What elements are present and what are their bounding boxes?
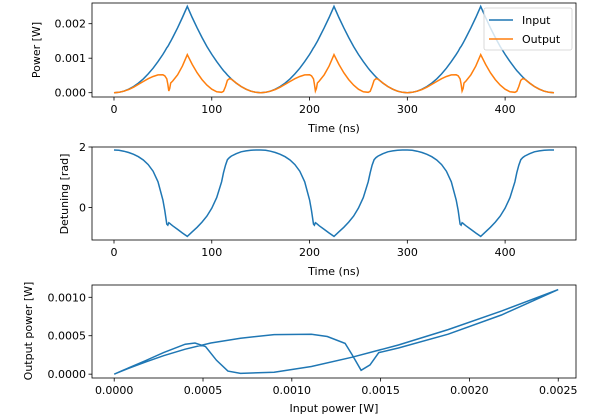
x-tick-label: 0.0010 <box>273 384 312 397</box>
series-detuning-line <box>113 149 554 238</box>
x-tick-label: 0.0020 <box>450 384 489 397</box>
legend-input-label: Input <box>522 14 551 27</box>
legend: Input Output <box>483 7 573 51</box>
x-tick-label: 0.0025 <box>539 384 578 397</box>
x-tick-label: 0 <box>111 246 118 259</box>
x-tick-label: 200 <box>299 103 320 116</box>
y-tick-label: 0.0000 <box>48 368 87 381</box>
y-tick-label: 0 <box>79 202 86 215</box>
x-tick-label: 0.0000 <box>95 384 134 397</box>
axes-detuning-vs-time: 0 100 200 300 400 0 2 <box>79 141 577 259</box>
series-output-line <box>113 52 555 94</box>
x-tick-label: 300 <box>397 246 418 259</box>
ax1-ylabel: Power [W] <box>30 22 43 78</box>
x-tick-label: 0.0015 <box>361 384 400 397</box>
x-tick-label: 400 <box>495 103 516 116</box>
y-tick-label: 0.001 <box>55 52 87 65</box>
axes-power-vs-time: 0 100 200 300 400 0.000 0.001 0.002 <box>55 2 577 116</box>
ax3-frame <box>91 284 577 379</box>
ax3-ylabel: Output power [W] <box>22 282 35 381</box>
series-input-line <box>113 4 555 94</box>
y-tick-label: 0.002 <box>55 18 87 31</box>
ax3-xlabel: Input power [W] <box>290 402 379 415</box>
legend-output-label: Output <box>522 33 561 46</box>
y-tick-label: 0.0005 <box>48 330 87 343</box>
x-tick-label: 300 <box>397 103 418 116</box>
x-tick-label: 100 <box>201 103 222 116</box>
x-tick-label: 200 <box>299 246 320 259</box>
ax1-frame <box>91 2 577 98</box>
x-tick-label: 0.0005 <box>184 384 223 397</box>
y-tick-label: 0.0010 <box>48 291 87 304</box>
ax2-xlabel: Time (ns) <box>307 265 360 278</box>
ax2-ylabel: Detuning [rad] <box>58 154 71 235</box>
ax2-frame <box>91 146 577 241</box>
ax1-xlabel: Time (ns) <box>307 122 360 135</box>
y-tick-label: 0.000 <box>55 87 87 100</box>
axes-output-vs-input: 0.0000 0.0005 0.0010 0.0015 0.0020 0.0025 0.00… <box>48 284 578 397</box>
series-output-vs-input-line <box>113 288 559 375</box>
x-tick-label: 100 <box>201 246 222 259</box>
y-tick-label: 2 <box>79 141 86 154</box>
x-tick-label: 0 <box>111 103 118 116</box>
x-tick-label: 400 <box>495 246 516 259</box>
